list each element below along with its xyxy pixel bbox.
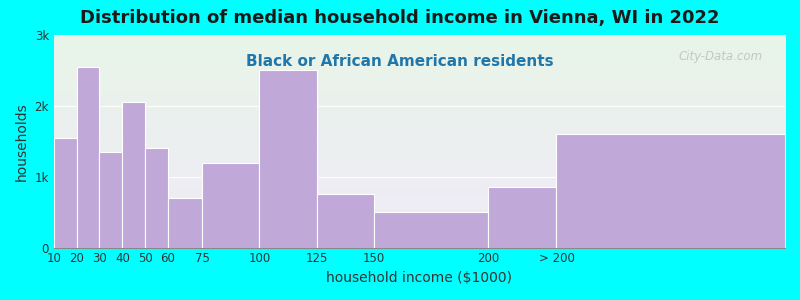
Bar [99,152,122,248]
Bar [122,102,145,248]
Bar [77,67,99,248]
Y-axis label: households: households [15,102,29,181]
Bar [374,212,488,248]
Bar [168,198,202,247]
Bar [557,134,785,247]
Text: Black or African American residents: Black or African American residents [246,54,554,69]
Bar [202,163,259,248]
Text: Distribution of median household income in Vienna, WI in 2022: Distribution of median household income … [80,9,720,27]
Bar [145,148,168,248]
Bar [54,138,77,248]
Text: City-Data.com: City-Data.com [679,50,763,63]
X-axis label: household income ($1000): household income ($1000) [326,271,512,285]
Bar [317,194,374,248]
Bar [259,70,317,248]
Bar [488,188,557,248]
